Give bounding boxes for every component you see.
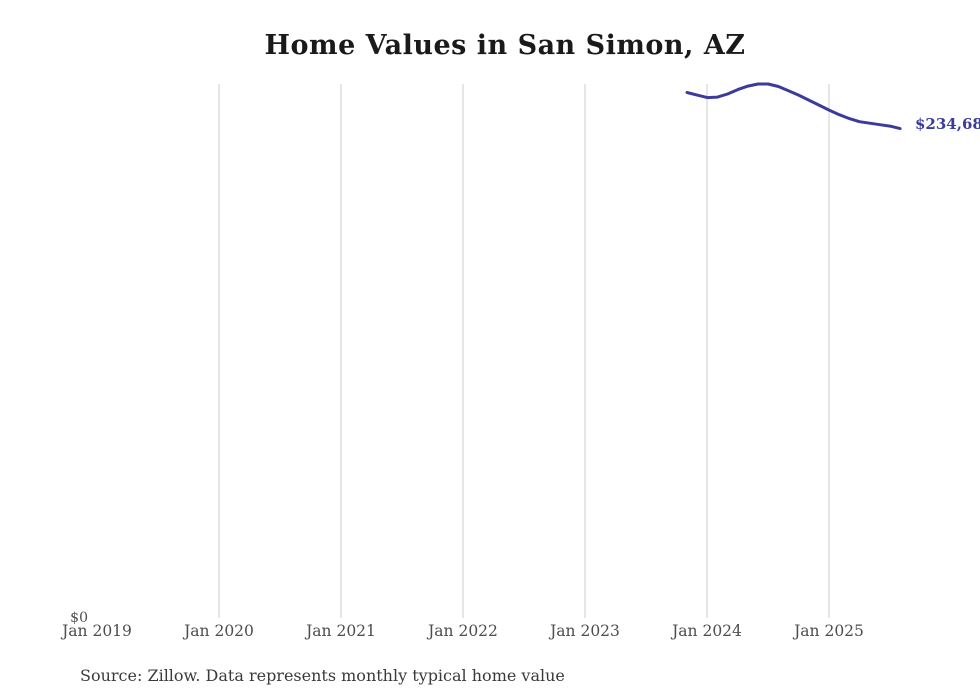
source-note: Source: Zillow. Data represents monthly … — [80, 666, 565, 685]
home-value-line — [685, 82, 902, 131]
chart-title: Home Values in San Simon, AZ — [264, 30, 746, 61]
x-tick-label: Jan 2023 — [550, 622, 620, 640]
x-tick-label: Jan 2022 — [428, 622, 498, 640]
x-tick-label: Jan 2025 — [794, 622, 864, 640]
x-tick-label: Jan 2019 — [62, 622, 132, 640]
y-axis-zero-label: $0 — [70, 610, 88, 626]
latest-value-label: $234,688 — [915, 115, 980, 133]
x-tick-label: Jan 2020 — [184, 622, 254, 640]
x-tick-label: Jan 2024 — [672, 622, 742, 640]
x-tick-label: Jan 2021 — [306, 622, 376, 640]
